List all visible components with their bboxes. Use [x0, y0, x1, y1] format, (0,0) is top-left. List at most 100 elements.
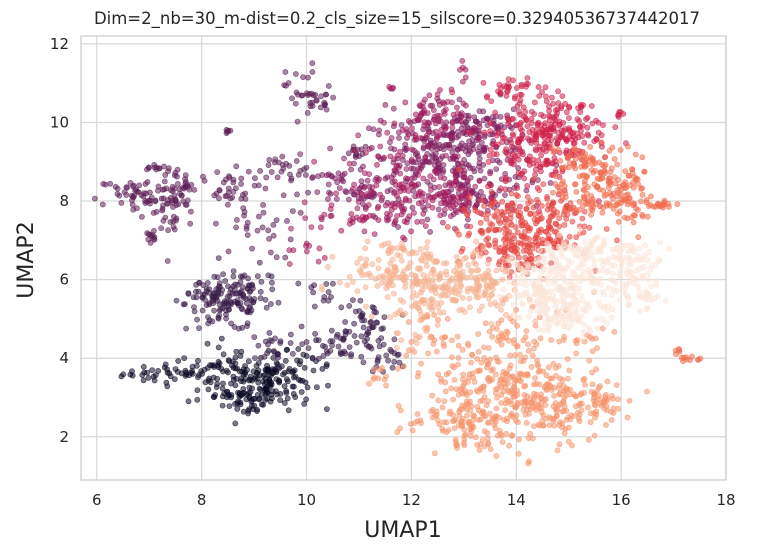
scatter-point: [214, 375, 221, 382]
scatter-point: [220, 179, 227, 186]
scatter-point: [488, 320, 495, 327]
scatter-point: [581, 321, 588, 328]
scatter-point: [373, 309, 379, 316]
scatter-point: [449, 337, 455, 344]
scatter-point: [490, 141, 497, 148]
scatter-point: [640, 256, 647, 263]
scatter-point: [516, 314, 523, 321]
scatter-point: [533, 131, 540, 138]
scatter-point: [300, 351, 307, 358]
scatter-point: [605, 285, 612, 291]
scatter-point: [311, 158, 317, 165]
scatter-point: [424, 250, 431, 257]
scatter-point: [163, 379, 170, 386]
scatter-point: [426, 304, 433, 311]
scatter-point: [565, 325, 572, 332]
scatter-point: [608, 314, 615, 321]
scatter-point: [241, 212, 247, 219]
scatter-point: [194, 387, 201, 394]
scatter-point: [533, 380, 540, 387]
scatter-point: [505, 278, 512, 284]
scatter-point: [178, 192, 185, 199]
scatter-point: [433, 142, 439, 148]
scatter-point: [325, 83, 332, 89]
scatter-point: [414, 218, 421, 225]
scatter-point: [211, 307, 217, 314]
scatter-point: [559, 408, 566, 415]
scatter-point: [376, 176, 382, 182]
scatter-point: [282, 69, 289, 75]
scatter-point: [390, 105, 397, 112]
scatter-point: [580, 102, 587, 109]
scatter-point: [578, 262, 584, 269]
scatter-point: [515, 136, 522, 143]
scatter-point: [480, 79, 487, 86]
scatter-point: [476, 123, 483, 130]
scatter-point: [285, 407, 292, 414]
scatter-point: [360, 163, 366, 170]
scatter-point: [568, 246, 575, 253]
scatter-point: [414, 418, 421, 425]
scatter-point: [319, 365, 326, 372]
scatter-point: [174, 173, 180, 180]
scatter-point: [130, 206, 137, 213]
scatter-point: [315, 258, 322, 265]
scatter-point: [615, 405, 621, 412]
scatter-point: [508, 190, 515, 197]
scatter-point: [509, 201, 516, 207]
scatter-point: [430, 176, 437, 183]
scatter-point: [443, 419, 450, 426]
scatter-point: [535, 259, 542, 266]
scatter-point: [571, 286, 577, 292]
scatter-point: [295, 346, 302, 352]
scatter-point: [609, 306, 616, 313]
scatter-point: [481, 175, 488, 182]
scatter-point: [215, 315, 222, 322]
scatter-point: [520, 234, 527, 240]
scatter-point: [325, 171, 332, 178]
scatter-point: [170, 204, 176, 210]
scatter-point: [566, 125, 572, 132]
scatter-point: [458, 160, 465, 167]
scatter-point: [402, 99, 409, 106]
scatter-point: [639, 211, 646, 218]
scatter-point: [464, 412, 470, 419]
scatter-point: [572, 337, 579, 344]
scatter-point: [581, 181, 588, 188]
scatter-point: [430, 107, 437, 113]
scatter-point: [348, 166, 354, 173]
scatter-point: [127, 179, 134, 186]
scatter-point: [566, 104, 573, 111]
scatter-point: [526, 236, 532, 243]
scatter-point: [516, 275, 522, 282]
scatter-point: [294, 91, 301, 98]
scatter-point: [483, 402, 490, 409]
scatter-point: [397, 170, 404, 177]
scatter-point: [639, 154, 646, 161]
scatter-point: [459, 295, 466, 301]
scatter-point: [268, 169, 275, 175]
scatter-point: [497, 377, 504, 384]
scatter-point: [289, 208, 296, 214]
scatter-point: [528, 363, 535, 370]
scatter-point: [325, 289, 332, 295]
scatter-point: [387, 153, 394, 160]
scatter-point: [445, 201, 452, 208]
scatter-point: [431, 312, 437, 318]
scatter-point: [466, 194, 473, 201]
scatter-point: [565, 153, 572, 160]
scatter-point: [600, 204, 607, 211]
scatter-point: [246, 305, 253, 311]
scatter-point: [297, 209, 304, 216]
scatter-point: [560, 119, 566, 126]
scatter-point: [572, 181, 579, 187]
scatter-point: [476, 178, 483, 184]
scatter-point: [364, 238, 371, 245]
scatter-point: [598, 256, 604, 263]
scatter-point: [397, 425, 403, 432]
scatter-point: [318, 216, 325, 223]
scatter-point: [401, 218, 408, 225]
scatter-point: [461, 168, 468, 174]
scatter-point: [635, 234, 642, 241]
scatter-point: [351, 181, 357, 188]
